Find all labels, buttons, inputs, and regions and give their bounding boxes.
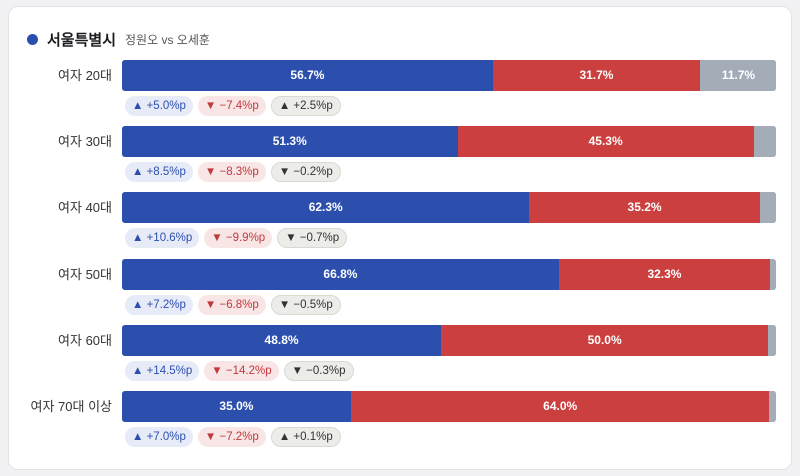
chart-row: 여자 60대 48.8% 50.0% ▲ +14.5%p ▼ −14.2%p ▼ −0.3… bbox=[9, 324, 793, 385]
chart-row: 여자 70대 이상 35.0% 64.0% ▲ +7.0%p ▼ −7.2%p ▲ +0.… bbox=[9, 391, 793, 451]
change-badge: ▲ +7.0%p bbox=[125, 427, 193, 447]
stacked-bar-chart: 여자 20대 56.7% 31.7% 11.7% ▲ +5.0%p ▼ −7.4%p ▲ +… bbox=[9, 7, 793, 471]
change-badge: ▼ −7.2%p bbox=[197, 427, 266, 447]
change-badge: ▼ −14.2%p bbox=[204, 360, 279, 381]
chart-row: 여자 40대 62.3% 35.2% ▲ +10.6%p ▼ −9.9%p ▼ −0.7%… bbox=[9, 192, 793, 252]
segment-blue: 62.3% bbox=[122, 192, 530, 224]
change-badge: ▼ −7.4%p bbox=[197, 96, 266, 116]
segment-gray bbox=[769, 391, 776, 422]
segment-blue: 48.8% bbox=[122, 324, 442, 356]
matchup-subtitle: 정원오 vs 오세훈 bbox=[125, 32, 210, 47]
region-title: 서울특별시 bbox=[47, 31, 117, 49]
segment-red: 45.3% bbox=[457, 126, 754, 158]
change-chips: ▲ +5.0%p ▼ −7.4%p ▲ +2.5%p bbox=[125, 96, 346, 116]
results-card: 서울특별시 정원오 vs 오세훈 여자 20대 56.7% 31.7% 11.7% ▲ … bbox=[8, 6, 792, 470]
stacked-bar: 56.7% 31.7% 11.7% bbox=[122, 60, 776, 91]
change-chips: ▲ +7.0%p ▼ −7.2%p ▲ +0.1%p bbox=[125, 427, 346, 447]
change-badge: ▼ −0.2%p bbox=[270, 162, 341, 183]
segment-red: 31.7% bbox=[492, 60, 701, 91]
category-label: 여자 70대 이상 bbox=[30, 399, 112, 414]
segment-red: 35.2% bbox=[529, 192, 760, 224]
stacked-bar: 35.0% 64.0% bbox=[122, 391, 776, 422]
segment-gray bbox=[768, 324, 776, 356]
category-label: 여자 30대 bbox=[58, 134, 112, 150]
segment-gray bbox=[770, 258, 776, 290]
segment-blue: 56.7% bbox=[122, 60, 493, 91]
change-badge: ▼ −0.7%p bbox=[277, 228, 348, 249]
stacked-bar: 62.3% 35.2% bbox=[122, 192, 776, 224]
change-badge: ▲ +0.1%p bbox=[270, 427, 341, 447]
change-chips: ▲ +14.5%p ▼ −14.2%p ▼ −0.3%p bbox=[125, 360, 359, 381]
chart-row: 여자 20대 56.7% 31.7% 11.7% ▲ +5.0%p ▼ −7.4%p ▲ +… bbox=[9, 60, 793, 120]
category-label: 여자 50대 bbox=[58, 266, 112, 282]
change-badge: ▼ −0.3%p bbox=[283, 360, 354, 381]
category-label: 여자 20대 bbox=[58, 68, 112, 83]
change-badge: ▲ +8.5%p bbox=[125, 162, 193, 183]
segment-gray bbox=[753, 126, 776, 158]
change-badge: ▼ −0.5%p bbox=[270, 294, 341, 315]
segment-gray: 11.7% bbox=[700, 60, 776, 91]
segment-blue: 35.0% bbox=[122, 391, 351, 422]
category-label: 여자 40대 bbox=[58, 200, 112, 216]
chart-row: 여자 30대 51.3% 45.3% ▲ +8.5%p ▼ −8.3%p ▼ −0.2%p bbox=[9, 126, 793, 186]
stacked-bar: 48.8% 50.0% bbox=[122, 324, 776, 356]
change-badge: ▲ +5.0%p bbox=[125, 96, 193, 116]
change-badge: ▼ −6.8%p bbox=[197, 294, 266, 315]
change-badge: ▲ +2.5%p bbox=[270, 96, 341, 116]
change-badge: ▼ −8.3%p bbox=[197, 162, 266, 183]
change-badge: ▲ +10.6%p bbox=[125, 228, 200, 249]
change-chips: ▲ +7.2%p ▼ −6.8%p ▼ −0.5%p bbox=[125, 294, 346, 315]
change-badge: ▲ +7.2%p bbox=[125, 294, 193, 315]
change-badge: ▼ −9.9%p bbox=[204, 228, 273, 249]
change-badge: ▲ +14.5%p bbox=[125, 360, 200, 381]
chart-row: 여자 50대 66.8% 32.3% ▲ +7.2%p ▼ −6.8%p ▼ −0.5%p bbox=[9, 258, 793, 319]
segment-blue: 66.8% bbox=[122, 258, 559, 290]
change-chips: ▲ +8.5%p ▼ −8.3%p ▼ −0.2%p bbox=[125, 162, 346, 183]
card-header: 서울특별시 정원오 vs 오세훈 bbox=[27, 29, 210, 49]
segment-gray bbox=[759, 192, 776, 224]
category-label: 여자 60대 bbox=[58, 332, 112, 348]
segment-red: 64.0% bbox=[350, 391, 770, 422]
segment-red: 50.0% bbox=[441, 324, 769, 356]
segment-blue: 51.3% bbox=[122, 126, 458, 158]
segment-red: 32.3% bbox=[558, 258, 771, 290]
region-dot-icon bbox=[27, 33, 38, 45]
stacked-bar: 51.3% 45.3% bbox=[122, 126, 776, 158]
stacked-bar: 66.8% 32.3% bbox=[122, 258, 776, 290]
change-chips: ▲ +10.6%p ▼ −9.9%p ▼ −0.7%p bbox=[125, 228, 352, 249]
